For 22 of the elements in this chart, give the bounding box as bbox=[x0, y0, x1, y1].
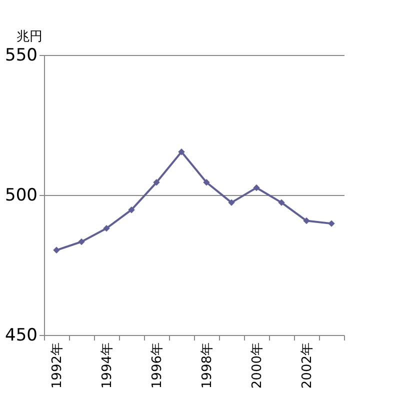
point bbox=[228, 199, 235, 206]
x-tick-label: 1994年 bbox=[100, 342, 115, 389]
x-tick-label: 1996年 bbox=[150, 342, 165, 389]
point bbox=[128, 206, 135, 214]
y-tick-label: 550 bbox=[5, 46, 38, 66]
point bbox=[78, 238, 85, 246]
point bbox=[303, 217, 310, 224]
y-tick-label: 500 bbox=[5, 186, 38, 206]
point bbox=[328, 220, 335, 227]
x-tick-label: 2000年 bbox=[250, 342, 265, 389]
point bbox=[103, 224, 110, 232]
point bbox=[253, 184, 260, 192]
y-axis-title: 兆円 bbox=[16, 30, 42, 44]
point bbox=[278, 199, 285, 206]
point bbox=[178, 148, 185, 156]
point bbox=[53, 246, 60, 254]
x-tick-label: 1998年 bbox=[200, 342, 215, 389]
x-tick-label: 2002年 bbox=[300, 342, 315, 389]
x-tick-label: 1992年 bbox=[50, 342, 65, 389]
point bbox=[153, 179, 160, 186]
point bbox=[203, 179, 210, 186]
y-tick-label: 450 bbox=[5, 326, 38, 346]
